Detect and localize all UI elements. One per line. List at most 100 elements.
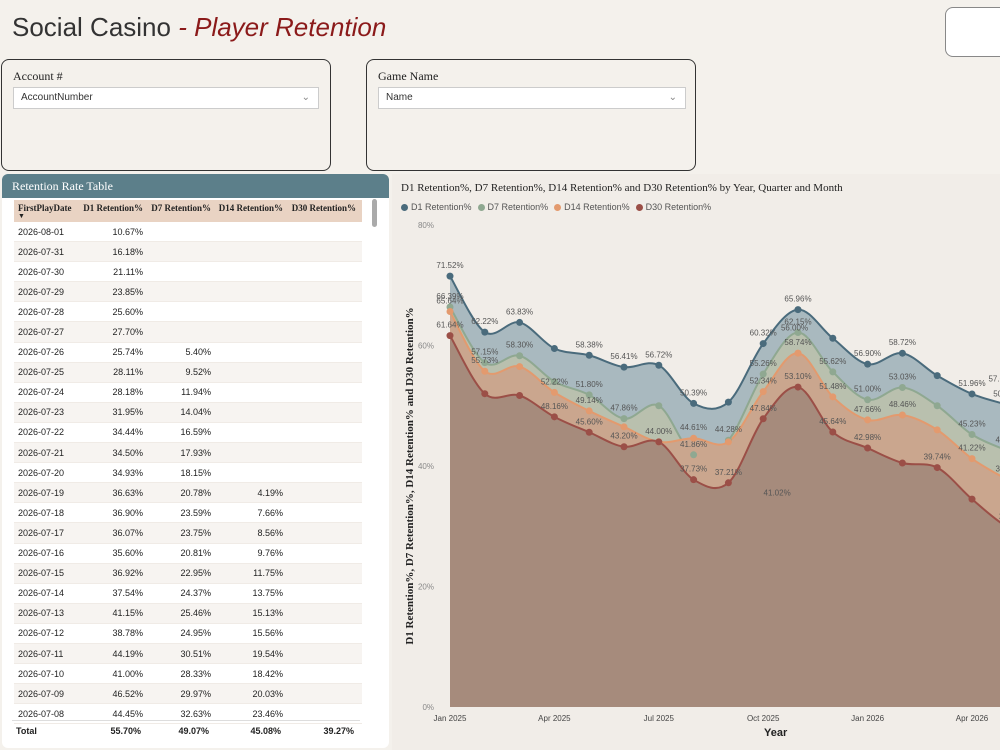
point-d14[interactable] xyxy=(585,407,593,415)
point-d30[interactable] xyxy=(864,444,872,452)
point-d1[interactable] xyxy=(446,272,454,280)
point-d7[interactable] xyxy=(516,352,524,360)
column-header-d14[interactable]: D14 Retention% xyxy=(218,203,283,213)
column-header-d1[interactable]: D1 Retention% xyxy=(83,203,143,213)
point-d14[interactable] xyxy=(690,434,698,442)
table-row[interactable]: 2026-07-15 36.92% 22.95% 11.75% xyxy=(14,563,362,584)
point-d30[interactable] xyxy=(794,383,802,391)
point-d7[interactable] xyxy=(864,396,872,404)
table-row[interactable]: 2026-07-18 36.90% 23.59% 7.66% xyxy=(14,503,362,524)
legend-item[interactable]: D14 Retention% xyxy=(554,202,630,212)
table-row[interactable]: 2026-07-08 44.45% 32.63% 23.46% xyxy=(14,704,362,725)
point-d14[interactable] xyxy=(620,423,628,431)
table-row[interactable]: 2026-07-22 34.44% 16.59% xyxy=(14,423,362,444)
table-scrollbar[interactable] xyxy=(372,199,377,227)
table-row[interactable]: 2026-07-29 23.85% xyxy=(14,282,362,303)
point-d1[interactable] xyxy=(481,328,489,336)
account-dropdown[interactable]: AccountNumber ⌄ xyxy=(13,87,319,109)
point-d14[interactable] xyxy=(481,367,489,375)
point-d14[interactable] xyxy=(446,308,454,316)
point-d30[interactable] xyxy=(446,332,454,340)
legend-item[interactable]: D1 Retention% xyxy=(401,202,472,212)
table-row[interactable]: 2026-07-30 21.11% xyxy=(14,262,362,283)
point-d1[interactable] xyxy=(620,363,628,371)
point-d30[interactable] xyxy=(481,390,489,398)
game-name-dropdown[interactable]: Name ⌄ xyxy=(378,87,686,109)
point-d7[interactable] xyxy=(759,370,767,378)
table-row[interactable]: 2026-07-26 25.74% 5.40% xyxy=(14,343,362,363)
table-row[interactable]: 2026-07-10 41.00% 28.33% 18.42% xyxy=(14,664,362,685)
table-row[interactable]: 2026-07-16 35.60% 20.81% 9.76% xyxy=(14,544,362,564)
point-d30[interactable] xyxy=(550,413,558,421)
point-d1[interactable] xyxy=(655,361,663,369)
point-d1[interactable] xyxy=(968,390,976,398)
point-d30[interactable] xyxy=(585,428,593,436)
point-d1[interactable] xyxy=(898,349,906,357)
point-d1[interactable] xyxy=(690,399,698,407)
point-d30[interactable] xyxy=(933,464,941,472)
point-d1[interactable] xyxy=(829,334,837,342)
point-d1[interactable] xyxy=(933,372,941,380)
table-row[interactable]: 2026-07-20 34.93% 18.15% xyxy=(14,463,362,484)
point-d14[interactable] xyxy=(550,388,558,396)
table-row[interactable]: 2026-08-01 10.67% xyxy=(14,222,362,243)
table-row[interactable]: 2026-07-13 41.15% 25.46% 15.13% xyxy=(14,603,362,624)
point-d7[interactable] xyxy=(585,391,593,399)
point-d14[interactable] xyxy=(898,411,906,419)
point-d14[interactable] xyxy=(759,388,767,396)
column-header-d30[interactable]: D30 Retention% xyxy=(291,203,356,213)
legend-item[interactable]: D7 Retention% xyxy=(477,202,548,212)
point-d30[interactable] xyxy=(516,392,524,400)
table-row[interactable]: 2026-07-28 25.60% xyxy=(14,302,362,323)
point-d1[interactable] xyxy=(585,351,593,359)
table-row[interactable]: 2026-07-12 38.78% 24.95% 15.56% xyxy=(14,624,362,644)
point-d14[interactable] xyxy=(516,363,524,371)
table-row[interactable]: 2026-07-09 46.52% 29.97% 20.03% xyxy=(14,684,362,705)
table-row[interactable]: 2026-07-27 27.70% xyxy=(14,322,362,343)
table-row[interactable]: 2026-07-21 34.50% 17.93% xyxy=(14,443,362,464)
point-d14[interactable] xyxy=(829,393,837,401)
point-d7[interactable] xyxy=(968,430,976,438)
table-row[interactable]: 2026-07-14 37.54% 24.37% 13.75% xyxy=(14,584,362,604)
area-chart[interactable]: 0% 20% 40% 60% 80% 71.52% 62.22% 63.83% 58.38% 56… xyxy=(392,174,1000,750)
table-row[interactable]: 2026-07-25 28.11% 9.52% xyxy=(14,362,362,383)
column-header-firstplaydate[interactable]: FirstPlayDate ▼ xyxy=(14,203,77,220)
table-row[interactable]: 2026-07-17 36.07% 23.75% 8.56% xyxy=(14,523,362,544)
point-d30[interactable] xyxy=(690,476,698,484)
table-row[interactable]: 2026-07-23 31.95% 14.04% xyxy=(14,402,362,423)
point-d14[interactable] xyxy=(933,426,941,434)
point-d30[interactable] xyxy=(655,438,663,446)
point-d1[interactable] xyxy=(550,345,558,353)
point-d7[interactable] xyxy=(550,378,558,386)
point-d14[interactable] xyxy=(794,349,802,357)
point-d14[interactable] xyxy=(968,455,976,463)
point-d7[interactable] xyxy=(481,359,489,367)
top-right-button[interactable] xyxy=(945,7,1000,57)
point-d30[interactable] xyxy=(759,415,767,423)
point-d14[interactable] xyxy=(864,416,872,424)
column-header-d7[interactable]: D7 Retention% xyxy=(151,203,211,213)
point-d1[interactable] xyxy=(794,306,802,314)
point-d1[interactable] xyxy=(516,318,524,326)
point-d30[interactable] xyxy=(620,443,628,451)
point-d7[interactable] xyxy=(655,402,663,410)
point-d7[interactable] xyxy=(898,383,906,391)
table-row[interactable]: 2026-07-11 44.19% 30.51% 19.54% xyxy=(14,643,362,665)
point-d7[interactable] xyxy=(933,402,941,410)
table-row[interactable]: 2026-07-31 16.18% xyxy=(14,242,362,263)
point-d1[interactable] xyxy=(724,398,732,406)
point-d30[interactable] xyxy=(829,428,837,436)
point-d7[interactable] xyxy=(620,415,628,423)
point-d7[interactable] xyxy=(690,451,698,459)
point-d30[interactable] xyxy=(968,495,976,503)
point-d14[interactable] xyxy=(724,438,732,446)
point-d7[interactable] xyxy=(829,368,837,376)
legend-item[interactable]: D30 Retention% xyxy=(635,202,711,212)
point-d1[interactable] xyxy=(759,340,767,348)
table-row[interactable]: 2026-07-19 36.63% 20.78% 4.19% xyxy=(14,483,362,504)
point-d30[interactable] xyxy=(724,479,732,487)
table-row[interactable]: 2026-07-24 28.18% 11.94% xyxy=(14,383,362,403)
point-d1[interactable] xyxy=(864,360,872,368)
point-d30[interactable] xyxy=(898,459,906,467)
point-d7[interactable] xyxy=(794,329,802,337)
